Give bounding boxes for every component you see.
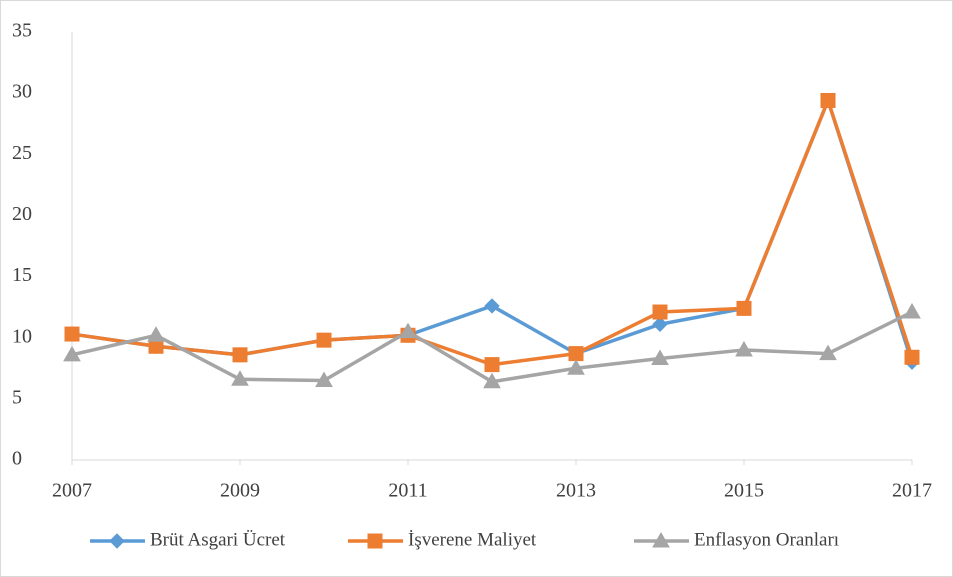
data-point — [903, 303, 921, 319]
y-tick-label: 10 — [12, 325, 32, 347]
y-tick-label: 0 — [12, 448, 22, 470]
y-tick-label: 20 — [12, 203, 32, 225]
x-tick-label: 2007 — [52, 480, 92, 502]
data-point — [147, 326, 165, 342]
x-tick-label: 2011 — [388, 480, 427, 502]
y-tick-label: 35 — [12, 20, 32, 42]
data-point — [568, 346, 584, 362]
data-point — [652, 304, 668, 320]
y-tick-label: 15 — [12, 264, 32, 286]
data-point — [819, 344, 837, 361]
legend-marker — [652, 531, 670, 548]
legend-label: İşverene Maliyet — [408, 529, 537, 550]
x-tick-label: 2017 — [892, 480, 932, 502]
data-point — [820, 92, 836, 108]
data-point — [483, 372, 501, 389]
data-point — [651, 349, 669, 366]
data-point — [64, 326, 80, 342]
data-point — [652, 316, 668, 332]
data-point — [484, 298, 500, 314]
legend-marker — [367, 533, 383, 549]
legend-marker — [109, 533, 125, 549]
data-point — [63, 345, 81, 362]
x-tick-label: 2015 — [724, 480, 764, 502]
data-point — [736, 300, 752, 316]
data-point — [232, 347, 248, 363]
data-point — [316, 332, 332, 348]
data-point — [904, 349, 920, 365]
x-tick-label: 2013 — [556, 480, 596, 502]
x-tick-label: 2009 — [220, 480, 260, 502]
data-point — [315, 371, 333, 388]
data-point — [567, 359, 585, 375]
data-point — [399, 322, 417, 339]
y-tick-label: 5 — [12, 386, 22, 408]
y-tick-label: 30 — [12, 81, 32, 103]
legend-label: Brüt Asgari Ücret — [150, 529, 286, 550]
legend-label: Enflasyon Oranları — [694, 529, 839, 550]
data-point — [735, 340, 753, 357]
y-tick-label: 25 — [12, 142, 32, 164]
data-point — [484, 357, 500, 373]
data-point — [231, 370, 249, 386]
